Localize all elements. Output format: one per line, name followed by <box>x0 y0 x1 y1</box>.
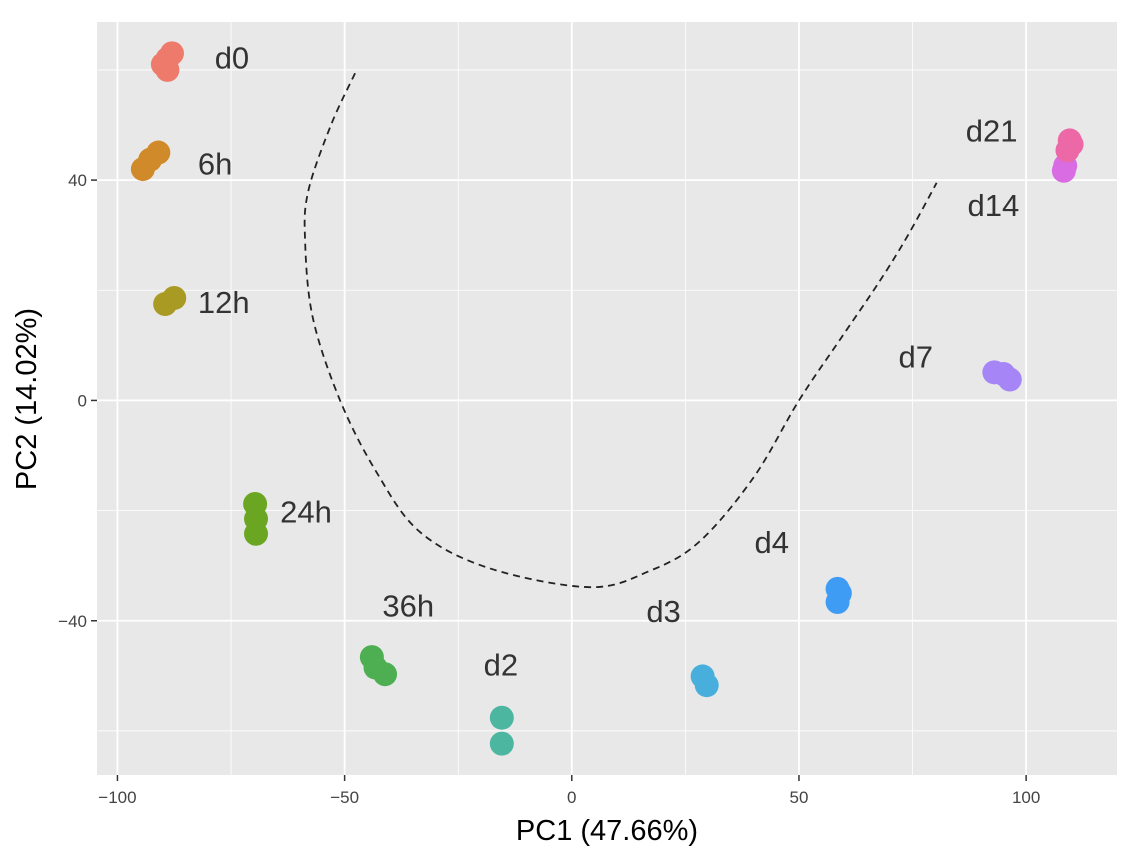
grid-major <box>97 22 1117 775</box>
data-point-d4 <box>827 581 852 606</box>
label-d0: d0 <box>215 40 249 75</box>
x-tick-label: −100 <box>98 788 136 807</box>
data-points <box>130 41 1084 756</box>
x-axis-label: PC1 (47.66%) <box>516 815 698 847</box>
label-d21: d21 <box>966 114 1018 149</box>
label-36h: 36h <box>382 588 434 623</box>
data-point-d7 <box>991 361 1016 386</box>
label-d7: d7 <box>898 339 932 374</box>
plot-panel <box>97 22 1117 775</box>
data-point-d0 <box>155 57 180 82</box>
label-12h: 12h <box>198 285 250 320</box>
label-6h: 6h <box>198 147 232 182</box>
y-axis-label: PC2 (14.02%) <box>11 308 43 490</box>
data-point-d21 <box>1059 132 1084 157</box>
data-point-24h <box>244 521 269 546</box>
x-tick-label: 100 <box>1012 788 1040 807</box>
group-labels: d0 6h 12h 24h 36h d2 d3 d4 d7 d14 d21 <box>198 40 1019 682</box>
x-tick-label: 50 <box>789 788 808 807</box>
axes: −100 −50 0 50 100 −40 0 40 <box>58 171 1040 807</box>
data-point-6h <box>146 140 171 165</box>
x-tick-label: 0 <box>567 788 576 807</box>
label-d14: d14 <box>968 188 1020 223</box>
x-tick-label: −50 <box>330 788 359 807</box>
y-tick-label: 0 <box>78 391 87 410</box>
label-24h: 24h <box>280 495 332 530</box>
y-tick-label: −40 <box>58 612 87 631</box>
data-point-d2 <box>489 731 514 756</box>
data-point-d3 <box>694 673 719 698</box>
grid-minor <box>97 22 1117 775</box>
data-point-12h <box>162 285 187 310</box>
y-tick-label: 40 <box>68 171 87 190</box>
label-d3: d3 <box>646 594 680 629</box>
data-point-36h <box>373 662 398 687</box>
label-d4: d4 <box>754 525 788 560</box>
trajectory-curve <box>303 72 938 589</box>
data-point-d2 <box>489 705 514 730</box>
label-d2: d2 <box>484 647 518 682</box>
